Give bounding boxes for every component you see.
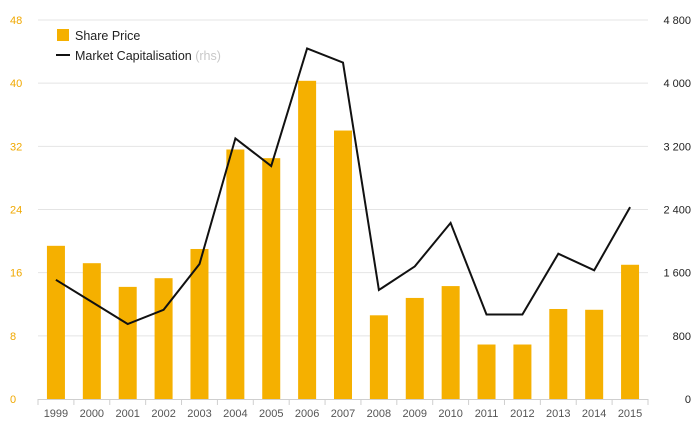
- bar-share-price-2008: [369, 315, 388, 399]
- bar-share-price-2004: [226, 149, 245, 399]
- x-tick-label-2011: 2011: [475, 408, 499, 420]
- y-right-tick-label: 2 400: [663, 205, 691, 217]
- x-tick-label-2001: 2001: [115, 408, 139, 420]
- x-tick-label-2006: 2006: [295, 408, 319, 420]
- x-tick-label-2008: 2008: [367, 408, 391, 420]
- x-tick-label-2002: 2002: [151, 408, 175, 420]
- y-right-tick-label: 0: [685, 394, 691, 406]
- y-right-tick-label: 4 800: [663, 15, 691, 27]
- y-left-tick-label: 40: [10, 78, 22, 90]
- legend-label-share-price: Share Price: [75, 29, 140, 43]
- x-tick-label-2004: 2004: [223, 408, 247, 420]
- x-tick-label-2000: 2000: [80, 408, 104, 420]
- x-tick-label-2005: 2005: [259, 408, 283, 420]
- y-right-tick-label: 4 000: [663, 78, 691, 90]
- y-right-tick-label: 3 200: [663, 141, 691, 153]
- market-cap-line-layer: [55, 47, 631, 326]
- bar-share-price-2006: [298, 80, 317, 400]
- legend-label-market-cap: Market Capitalisation (rhs): [75, 49, 221, 63]
- x-tick-label-2003: 2003: [187, 408, 211, 420]
- bar-share-price-2002: [154, 278, 173, 399]
- x-tick-label-2014: 2014: [582, 408, 606, 420]
- bar-share-price-2009: [405, 297, 424, 399]
- x-tick-label-2013: 2013: [546, 408, 570, 420]
- market-cap-line: [55, 47, 631, 326]
- bar-share-price-2014: [585, 309, 604, 399]
- x-tick-label-1999: 1999: [44, 408, 68, 420]
- legend: Share Price Market Capitalisation (rhs): [56, 29, 221, 63]
- bar-share-price-2005: [262, 158, 281, 399]
- bar-share-price-2013: [549, 308, 568, 399]
- x-tick-label-2007: 2007: [331, 408, 355, 420]
- bar-share-price-2011: [477, 344, 496, 399]
- y-right-tick-label: 800: [673, 331, 691, 343]
- bar-share-price-2000: [82, 263, 101, 399]
- y-left-tick-label: 24: [10, 205, 22, 217]
- bar-share-price-2015: [621, 264, 640, 399]
- y-left-tick-label: 32: [10, 141, 22, 153]
- axes: 0 0 8 800 16 1 600 24 2 400 32 3 200 40 4 000 48 4 80…: [10, 15, 691, 420]
- bar-share-price-2007: [334, 130, 352, 399]
- y-left-tick-label: 48: [10, 15, 22, 27]
- y-left-tick-label: 8: [10, 331, 16, 343]
- bar-share-price-2003: [190, 248, 209, 399]
- bar-share-price-1999: [46, 245, 65, 399]
- bar-share-price-2010: [441, 286, 460, 399]
- y-left-tick-label: 0: [10, 394, 16, 406]
- x-tick-label-2009: 2009: [403, 408, 427, 420]
- bar-share-price-2001: [118, 286, 137, 399]
- bar-share-price-2012: [513, 344, 532, 399]
- y-left-tick-label: 16: [10, 268, 22, 280]
- x-tick-label-2010: 2010: [438, 408, 462, 420]
- x-tick-label-2012: 2012: [510, 408, 534, 420]
- legend-rhs-note: (rhs): [195, 49, 221, 63]
- share-price-bars: [46, 80, 640, 400]
- x-tick-label-2015: 2015: [618, 408, 642, 420]
- legend-swatch-share-price: [57, 29, 69, 41]
- y-right-tick-label: 1 600: [663, 268, 691, 280]
